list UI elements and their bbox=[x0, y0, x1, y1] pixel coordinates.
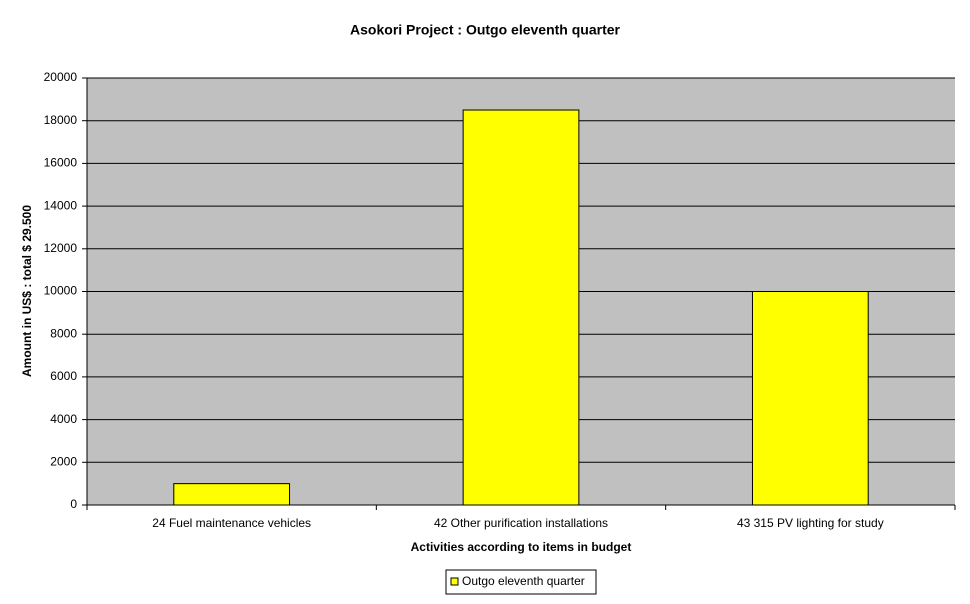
bar bbox=[173, 483, 291, 506]
legend-label: Outgo eleventh quarter bbox=[462, 574, 585, 588]
x-tick-label: 42 Other purification installations bbox=[434, 516, 608, 530]
y-axis-label: Amount in US$ : total $ 29.500 bbox=[20, 205, 34, 377]
y-tick-label: 16000 bbox=[44, 156, 78, 170]
y-tick-label: 10000 bbox=[44, 284, 78, 298]
legend-box bbox=[445, 569, 597, 595]
y-tick-label: 6000 bbox=[50, 369, 77, 383]
x-axis-label: Activities according to items in budget bbox=[411, 540, 632, 554]
bar bbox=[751, 291, 869, 506]
y-tick-label: 14000 bbox=[44, 198, 78, 212]
y-tick-label: 18000 bbox=[44, 113, 78, 127]
legend-swatch bbox=[450, 577, 459, 586]
x-tick-label: 43 315 PV lighting for study bbox=[737, 516, 884, 530]
bar bbox=[462, 109, 580, 506]
chart-title: Asokori Project : Outgo eleventh quarter bbox=[350, 22, 620, 38]
x-tick-label: 24 Fuel maintenance vehicles bbox=[152, 516, 311, 530]
y-tick-label: 2000 bbox=[50, 454, 77, 468]
y-tick-label: 0 bbox=[70, 497, 77, 511]
y-tick-label: 12000 bbox=[44, 241, 78, 255]
y-tick-label: 4000 bbox=[50, 412, 77, 426]
y-tick-label: 8000 bbox=[50, 326, 77, 340]
y-tick-label: 20000 bbox=[44, 70, 78, 84]
